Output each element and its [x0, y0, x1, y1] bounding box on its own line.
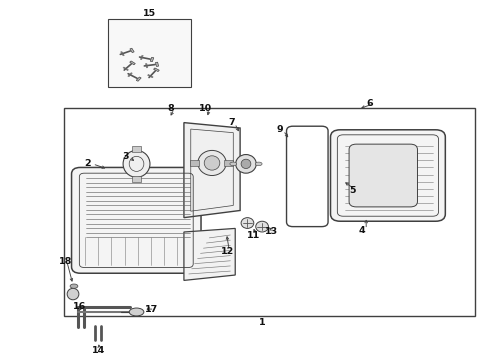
Polygon shape	[136, 77, 141, 81]
Polygon shape	[150, 57, 154, 62]
Bar	[190, 160, 199, 166]
Ellipse shape	[70, 284, 78, 288]
Polygon shape	[130, 48, 134, 53]
Ellipse shape	[198, 150, 226, 176]
Text: 3: 3	[122, 152, 128, 161]
Bar	[108, 19, 191, 87]
Text: 13: 13	[265, 228, 278, 237]
Text: 7: 7	[228, 118, 235, 127]
Ellipse shape	[236, 154, 256, 173]
Polygon shape	[153, 68, 159, 72]
FancyBboxPatch shape	[331, 130, 445, 221]
Ellipse shape	[241, 159, 251, 168]
Bar	[224, 160, 233, 166]
Text: 16: 16	[73, 302, 86, 311]
Ellipse shape	[204, 156, 220, 170]
Text: 8: 8	[168, 104, 174, 113]
Bar	[64, 108, 475, 316]
Bar	[132, 146, 142, 152]
Ellipse shape	[230, 162, 237, 166]
Text: 10: 10	[199, 104, 213, 113]
Polygon shape	[184, 228, 235, 280]
Text: 6: 6	[367, 99, 373, 108]
Text: 9: 9	[277, 125, 284, 134]
Ellipse shape	[67, 288, 79, 300]
Text: 5: 5	[349, 186, 356, 195]
FancyBboxPatch shape	[349, 144, 417, 207]
Text: 2: 2	[84, 159, 91, 168]
Text: 4: 4	[359, 226, 366, 235]
Text: 1: 1	[259, 318, 266, 327]
Polygon shape	[130, 61, 135, 65]
Bar	[132, 176, 142, 182]
FancyBboxPatch shape	[72, 167, 201, 273]
Text: 18: 18	[58, 257, 72, 266]
Text: 11: 11	[247, 231, 260, 240]
Text: 17: 17	[145, 305, 158, 314]
Polygon shape	[184, 123, 240, 218]
Ellipse shape	[256, 221, 269, 232]
Ellipse shape	[129, 308, 144, 316]
Polygon shape	[155, 62, 159, 66]
Ellipse shape	[255, 162, 262, 166]
Ellipse shape	[241, 218, 254, 228]
Text: 14: 14	[92, 346, 105, 355]
Ellipse shape	[123, 150, 150, 177]
Text: 15: 15	[143, 9, 156, 18]
Text: 12: 12	[221, 247, 235, 256]
